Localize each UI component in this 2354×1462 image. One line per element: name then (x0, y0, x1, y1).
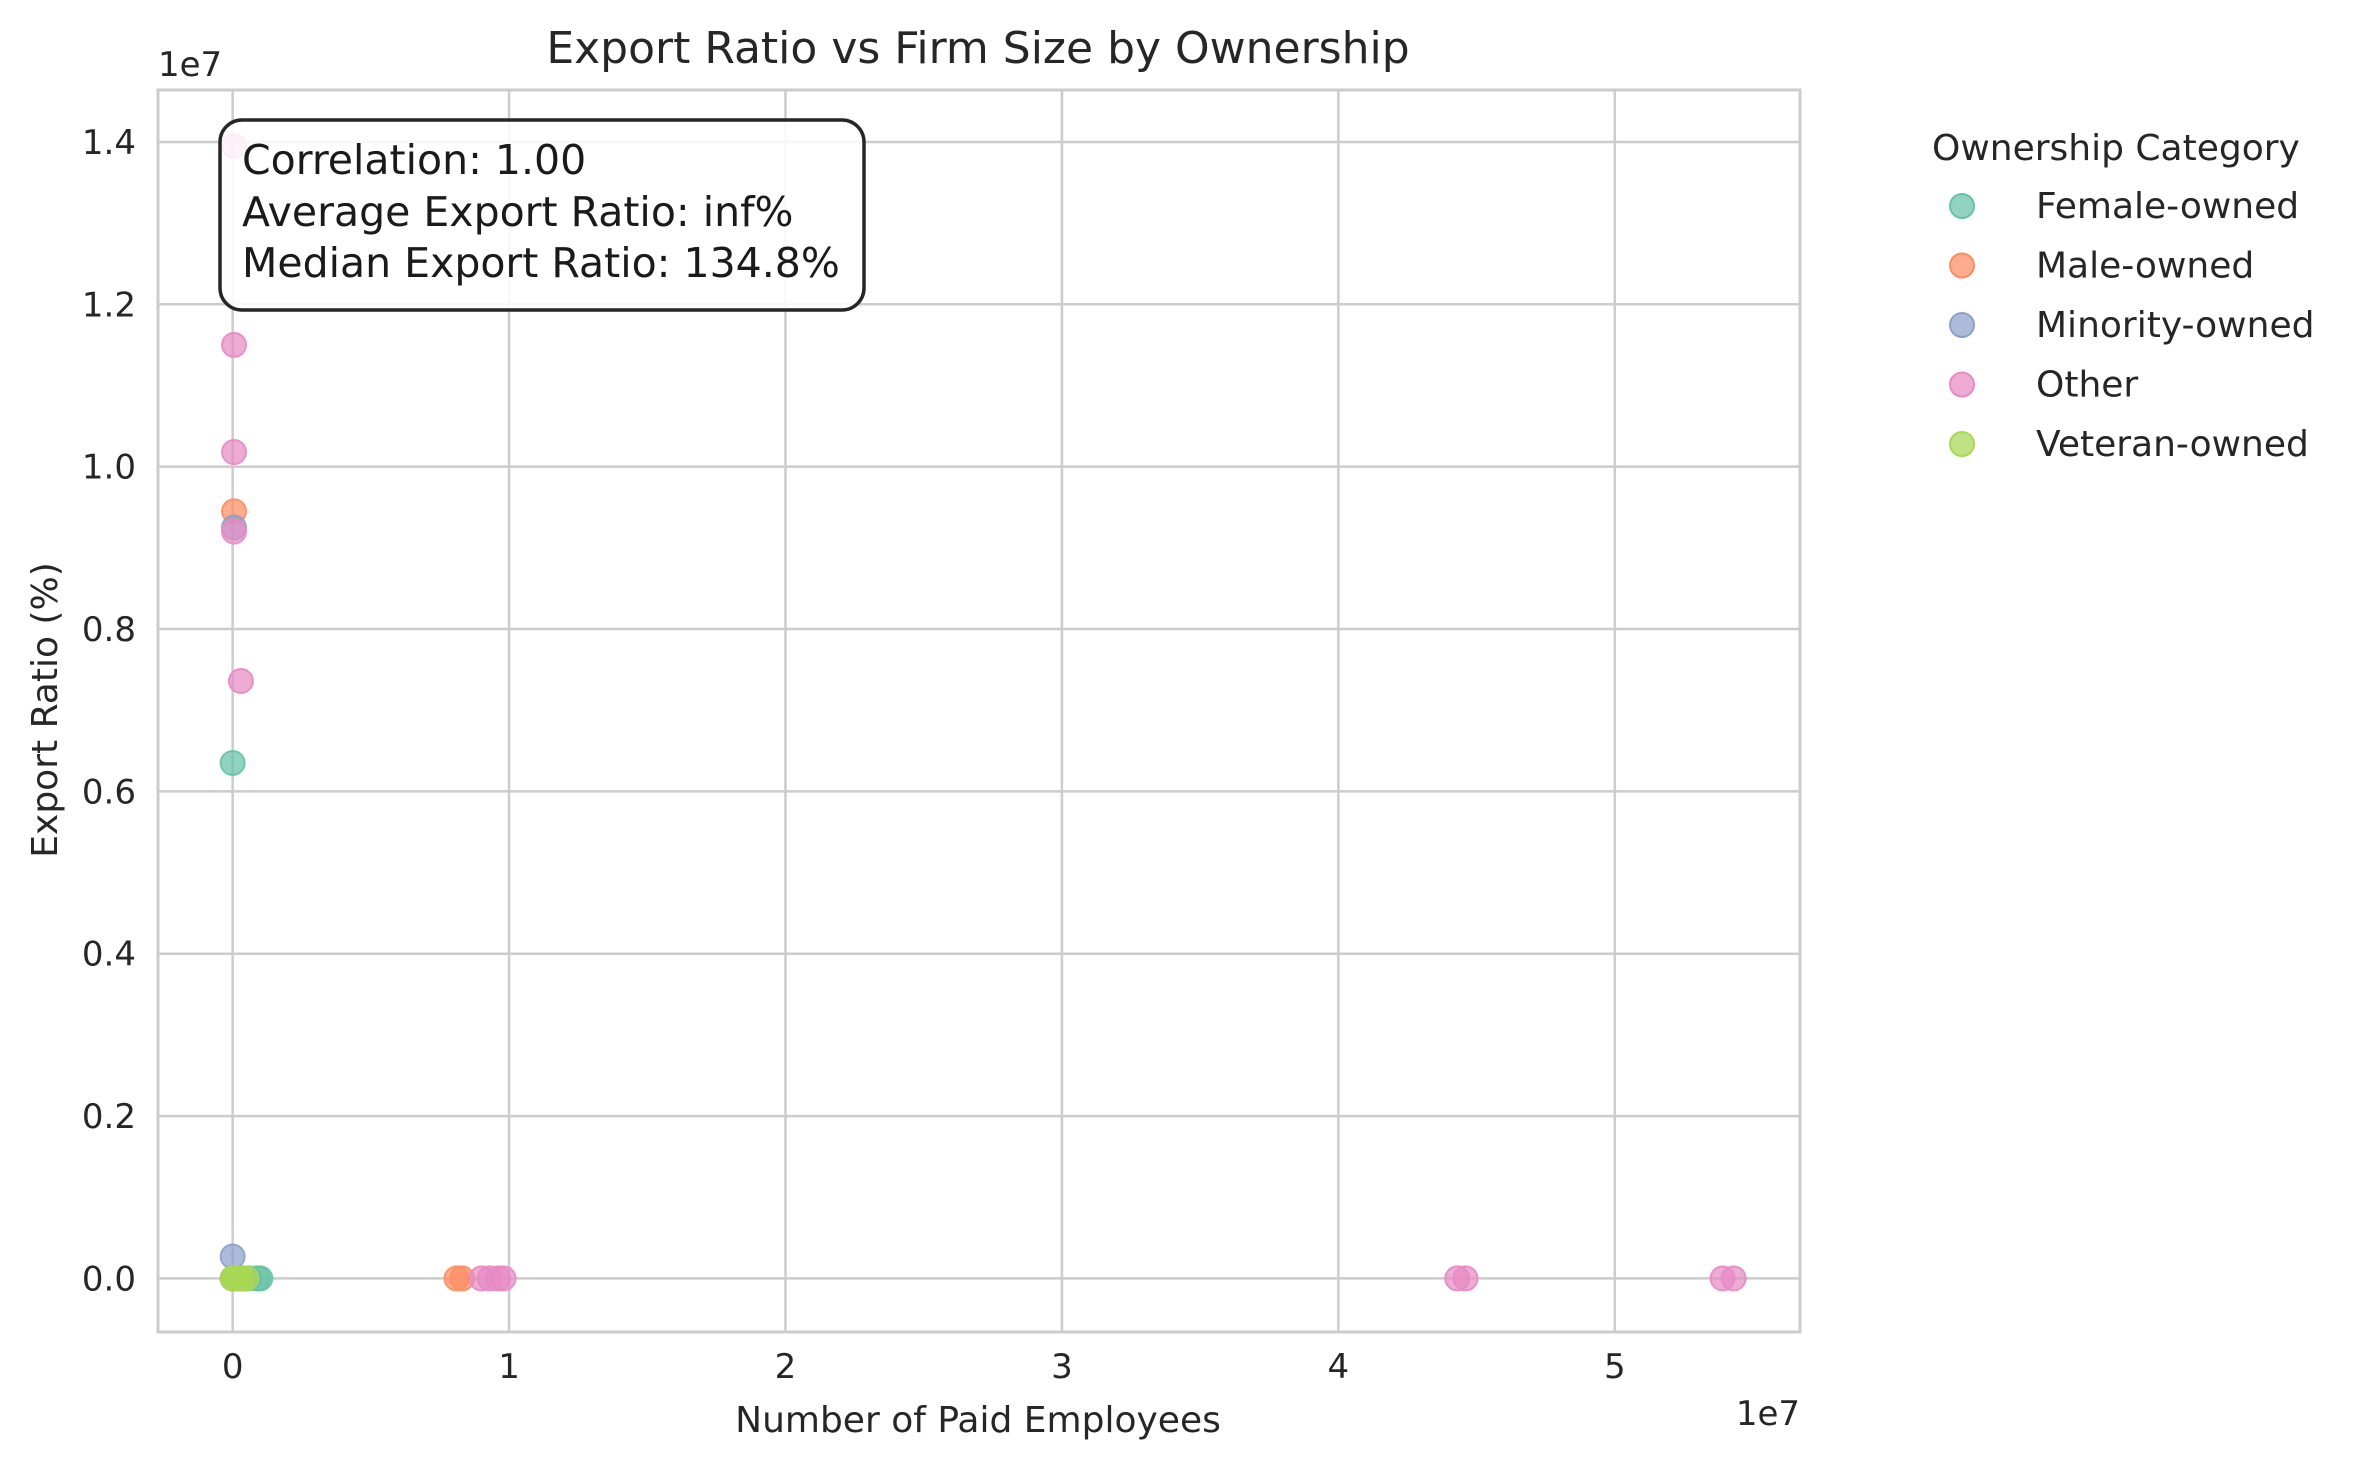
minority-owned-point (219, 1243, 246, 1270)
veteran-owned-point (233, 1265, 260, 1292)
data-points (219, 133, 1747, 1292)
y-tick-label: 1.4 (82, 123, 136, 163)
female-owned-point (219, 749, 246, 776)
legend-marker-veteran-owned (1949, 431, 1975, 457)
legend-marker-female-owned (1949, 193, 1975, 219)
other-point (1452, 1265, 1479, 1292)
chart-title: Export Ratio vs Firm Size by Ownership (546, 23, 1409, 74)
y-tick-label: 0.4 (82, 935, 136, 975)
legend-marker-other (1949, 371, 1975, 398)
legend-label-minority-owned: Minority-owned (2036, 305, 2314, 346)
other-point (1720, 1265, 1747, 1292)
x-axis-offset-label: 1e7 (1736, 1394, 1800, 1434)
y-tick-label: 1.0 (82, 448, 136, 488)
x-tick-label: 5 (1604, 1347, 1626, 1387)
x-tick-label: 1 (498, 1347, 520, 1387)
stats-annotation: Correlation: 1.00 Average Export Ratio: … (218, 118, 866, 312)
x-tick-label: 3 (1051, 1347, 1073, 1387)
other-point (221, 518, 248, 545)
median-export-ratio-text: Median Export Ratio: 134.8% (242, 239, 840, 287)
other-point (490, 1265, 517, 1292)
correlation-text: Correlation: 1.00 (242, 136, 586, 184)
x-tick-label: 4 (1328, 1347, 1350, 1387)
legend: Ownership Category Female-owned Male-owne… (1932, 128, 2314, 465)
other-point (221, 331, 248, 358)
y-tick-label: 0.8 (82, 610, 136, 650)
average-export-ratio-text: Average Export Ratio: inf% (242, 188, 794, 236)
y-tick-labels: 0.0 0.2 0.4 0.6 0.8 1.0 1.2 1.4 (82, 123, 136, 1299)
y-tick-label: 1.2 (82, 285, 136, 325)
plot-area-frame (156, 88, 1802, 1334)
legend-marker-male-owned (1949, 252, 1975, 279)
x-axis-label: Number of Paid Employees (735, 1400, 1221, 1441)
x-tick-label: 0 (222, 1347, 244, 1387)
annotation-box (218, 118, 866, 312)
legend-label-other: Other (2036, 365, 2138, 406)
y-axis-offset-label: 1e7 (158, 45, 222, 85)
other-point (227, 667, 254, 694)
legend-items: Female-owned Male-owned Minority-owned Othe… (1949, 186, 2314, 465)
legend-label-veteran-owned: Veteran-owned (2036, 424, 2309, 465)
legend-title: Ownership Category (1932, 128, 2300, 169)
legend-label-male-owned: Male-owned (2036, 246, 2254, 287)
y-axis-label: Export Ratio (%) (25, 562, 66, 857)
y-tick-label: 0.0 (82, 1259, 136, 1299)
y-tick-label: 0.6 (82, 772, 136, 812)
legend-marker-minority-owned (1949, 312, 1975, 338)
x-tick-labels: 0 1 2 3 4 5 (222, 1347, 1626, 1387)
y-tick-label: 0.2 (82, 1097, 136, 1137)
legend-label-female-owned: Female-owned (2036, 186, 2299, 227)
x-tick-label: 2 (775, 1347, 797, 1387)
other-point (221, 439, 248, 466)
